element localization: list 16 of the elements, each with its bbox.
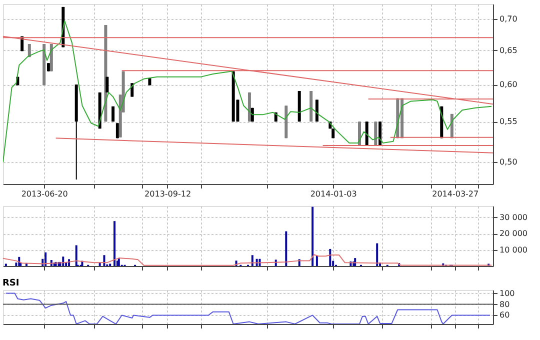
- y-tick-label: 30 000: [500, 212, 528, 222]
- x-tick-label: 2013-06-20: [21, 190, 68, 198]
- y-tick-label: 20 000: [500, 229, 528, 238]
- x-tick-label: 2014-03-27: [432, 190, 479, 198]
- y-tick-label: 80: [500, 300, 510, 309]
- y-tick-label: 0,55: [500, 117, 518, 126]
- y-tick-label: 100: [500, 288, 515, 298]
- y-tick-label: 0,60: [500, 80, 518, 90]
- y-tick-label: 60: [500, 310, 510, 320]
- chart-title: RSI: [2, 278, 20, 288]
- y-tick-label: 10 000: [500, 245, 528, 254]
- y-tick-label: 0,50: [500, 158, 518, 167]
- x-tick-label: 2014-01-03: [310, 190, 357, 198]
- x-tick-label: 2013-09-12: [144, 190, 192, 198]
- y-tick-label: 0,65: [500, 46, 518, 55]
- y-tick-label: 0,70: [500, 14, 518, 24]
